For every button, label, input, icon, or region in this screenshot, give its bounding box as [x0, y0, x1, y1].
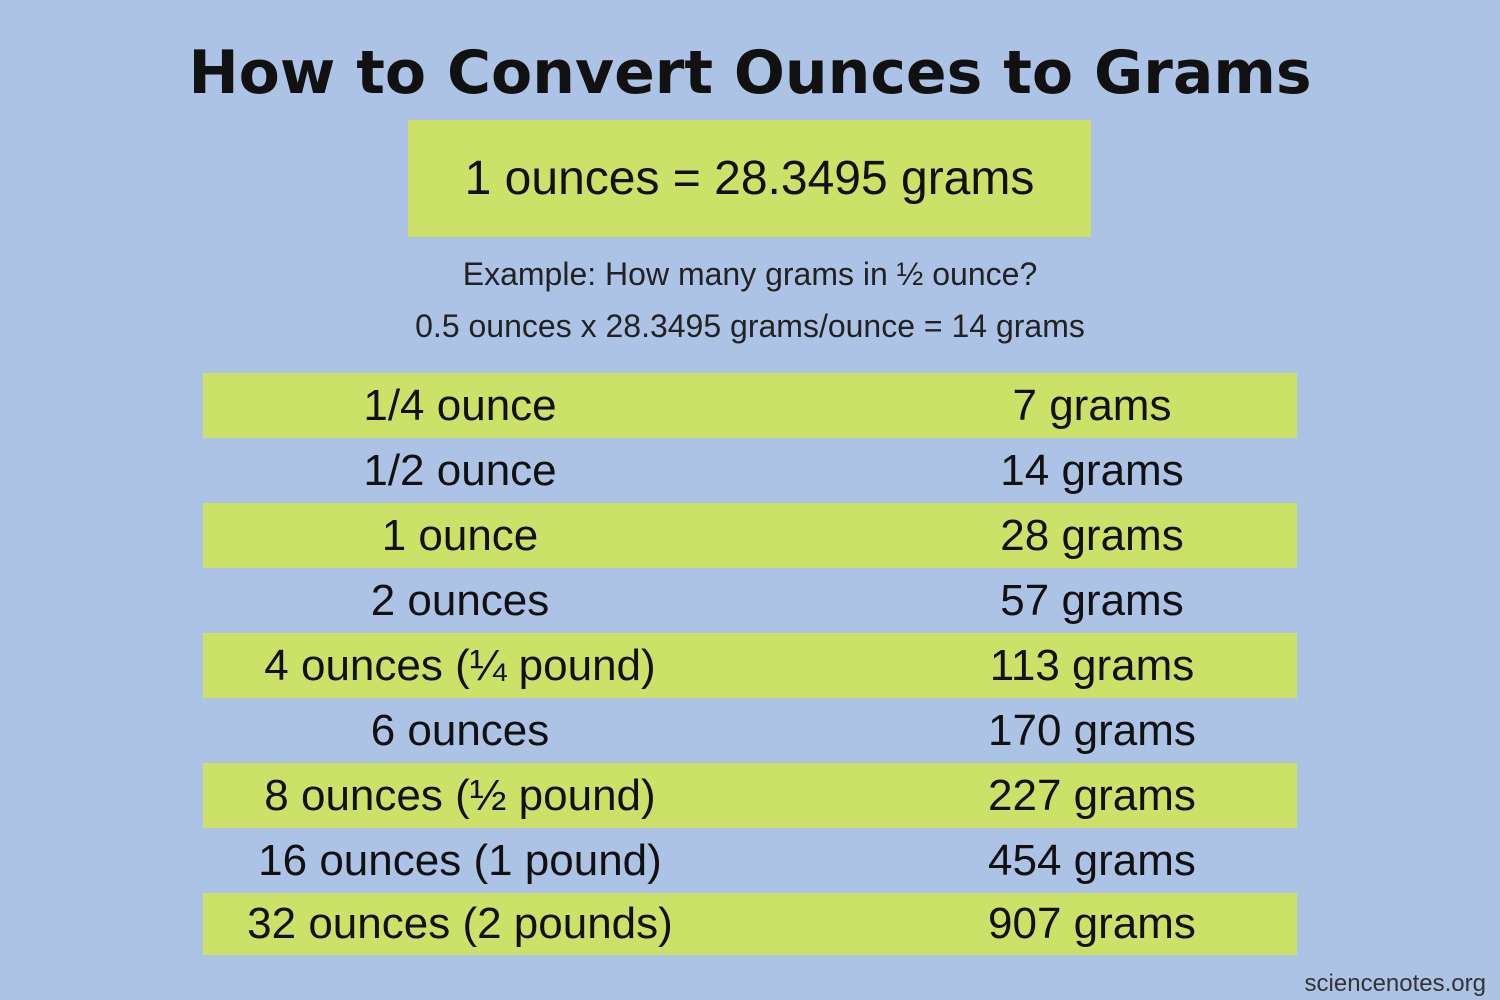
example-calculation: 0.5 ounces x 28.3495 grams/ounce = 14 gr… — [415, 308, 1085, 344]
grams-cell: 7 grams — [1012, 380, 1172, 430]
table-row: 6 ounces 170 grams — [203, 698, 1297, 763]
table-row: 1/4 ounce 7 grams — [203, 373, 1297, 438]
grams-cell: 907 grams — [988, 899, 1196, 948]
ounces-cell: 2 ounces — [370, 575, 550, 625]
table-row: 1/2 ounce 14 grams — [203, 438, 1297, 503]
ounces-cell: 8 ounces (½ pound) — [264, 770, 656, 820]
ounces-cell: 1/2 ounce — [363, 445, 557, 495]
source-credit: sciencenotes.org — [1304, 970, 1486, 997]
grams-cell: 57 grams — [1000, 575, 1184, 625]
table-row: 8 ounces (½ pound) 227 grams — [203, 763, 1297, 828]
grams-cell: 113 grams — [989, 640, 1195, 690]
table-row: 32 ounces (2 pounds) 907 grams — [203, 893, 1297, 955]
grams-cell: 227 grams — [988, 770, 1196, 820]
grams-cell: 454 grams — [988, 835, 1196, 885]
conversion-formula: 1 ounces = 28.3495 grams — [408, 120, 1091, 237]
table-row: 2 ounces 57 grams — [203, 568, 1297, 633]
page-title: How to Convert Ounces to Grams — [188, 38, 1312, 108]
conversion-table: 1/4 ounce 7 grams 1/2 ounce 14 grams 1 ounce… — [203, 373, 1297, 955]
ounces-cell: 4 ounces (¼ pound) — [264, 640, 656, 690]
grams-cell: 14 grams — [1000, 445, 1184, 495]
ounces-cell: 32 ounces (2 pounds) — [247, 899, 673, 948]
table-row: 4 ounces (¼ pound) 113 grams — [203, 633, 1297, 698]
grams-cell: 28 grams — [1000, 510, 1184, 560]
ounces-cell: 6 ounces — [370, 705, 550, 755]
table-row: 16 ounces (1 pound) 454 grams — [203, 828, 1297, 893]
ounces-cell: 1 ounce — [381, 510, 539, 560]
table-row: 1 ounce 28 grams — [203, 503, 1297, 568]
ounces-cell: 1/4 ounce — [363, 380, 557, 430]
example-question: Example: How many grams in ½ ounce? — [462, 256, 1038, 292]
grams-cell: 170 grams — [988, 705, 1196, 755]
ounces-cell: 16 ounces (1 pound) — [258, 835, 662, 885]
